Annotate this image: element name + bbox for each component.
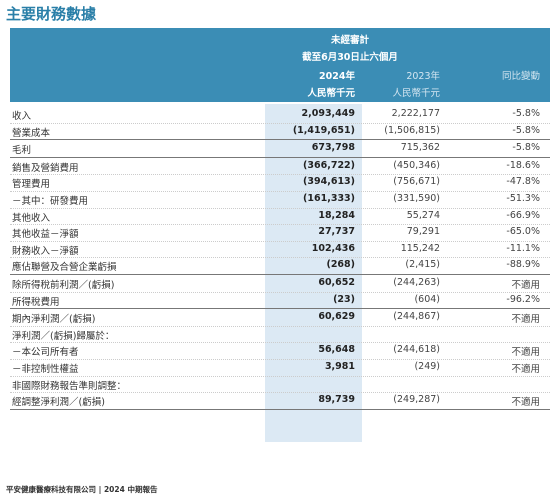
value-2023: (249,287) bbox=[393, 394, 440, 406]
row-divider bbox=[10, 191, 550, 192]
value-2023: 79,291 bbox=[406, 226, 440, 238]
row-divider bbox=[10, 224, 550, 226]
value-2024: 102,436 bbox=[311, 242, 355, 254]
row-label: 毛利 bbox=[12, 145, 32, 157]
value-2024: 60,629 bbox=[318, 311, 355, 323]
header-period: 截至6月30日止六個月 bbox=[302, 52, 398, 63]
value-2024: 18,284 bbox=[318, 209, 355, 221]
row-label: 其他收入 bbox=[12, 212, 51, 224]
value-change: -5.8% bbox=[512, 142, 540, 154]
value-change: -5.8% bbox=[512, 124, 540, 136]
row-label: 管理費用 bbox=[12, 179, 51, 191]
value-2024: 2,093,449 bbox=[301, 108, 356, 119]
value-change: -51.3% bbox=[506, 193, 540, 204]
value-change: 不適用 bbox=[511, 280, 540, 291]
title: 主要財務數據 bbox=[6, 5, 97, 23]
section-divider bbox=[10, 139, 550, 141]
value-2024: (161,333) bbox=[303, 193, 355, 204]
value-change: -88.9% bbox=[506, 259, 540, 271]
row-label: 應佔聯營及合營企業虧損 bbox=[12, 262, 117, 274]
row-label: －非控制性權益 bbox=[12, 364, 79, 375]
row-divider bbox=[10, 291, 550, 293]
row-divider bbox=[10, 257, 550, 259]
header-2024: 2024年 bbox=[319, 71, 355, 82]
row-label: 銷售及營銷費用 bbox=[12, 162, 79, 174]
value-2024: 89,739 bbox=[318, 394, 355, 406]
value-2023: (249) bbox=[414, 361, 440, 372]
header-change: 同比變動 bbox=[501, 71, 540, 82]
header-band bbox=[10, 28, 550, 102]
value-2024: (366,722) bbox=[303, 159, 355, 171]
row-label: －本公司所有者 bbox=[12, 347, 79, 359]
row-divider bbox=[10, 375, 550, 377]
col-2024-band bbox=[265, 104, 362, 442]
row-label: －其中：研發費用 bbox=[12, 196, 89, 207]
value-2023: (244,263) bbox=[393, 277, 440, 288]
value-2023: (244,618) bbox=[393, 344, 440, 356]
value-change: -5.8% bbox=[512, 108, 540, 119]
row-label: 除所得稅前利潤／(虧損) bbox=[12, 280, 115, 291]
value-2023: (756,671) bbox=[393, 176, 440, 188]
row-label: 淨利潤／(虧損)歸屬於： bbox=[12, 330, 115, 342]
unit-2024: 人民幣千元 bbox=[307, 88, 355, 99]
value-2024: (268) bbox=[326, 259, 355, 271]
value-2024: (394,613) bbox=[303, 176, 355, 188]
row-label: 非國際財務報告準則調整： bbox=[12, 380, 127, 392]
value-2024: 3,981 bbox=[324, 361, 355, 372]
value-change: 不適用 bbox=[511, 347, 540, 359]
unit-2023: 人民幣千元 bbox=[392, 88, 440, 99]
value-change: 不適用 bbox=[511, 314, 540, 326]
section-divider bbox=[10, 156, 550, 158]
row-label: 其他收益－淨額 bbox=[12, 229, 79, 241]
row-label: 所得稅費用 bbox=[12, 296, 60, 308]
value-2023: 715,362 bbox=[400, 142, 440, 154]
value-2024: 673,798 bbox=[311, 142, 355, 154]
value-2024: 60,652 bbox=[318, 277, 355, 288]
header-audit: 未經審計 bbox=[330, 35, 369, 46]
row-divider bbox=[10, 325, 550, 327]
value-2023: (244,867) bbox=[393, 311, 440, 323]
row-divider bbox=[10, 342, 550, 344]
row-divider bbox=[10, 207, 550, 209]
row-label: 營業成本 bbox=[12, 127, 51, 139]
header-2023: 2023年 bbox=[406, 71, 440, 82]
value-2023: (331,590) bbox=[393, 193, 440, 204]
value-2023: 2,222,177 bbox=[391, 108, 440, 119]
value-2023: (1,506,815) bbox=[384, 124, 440, 136]
value-change: 不適用 bbox=[511, 397, 540, 409]
row-divider bbox=[10, 240, 550, 242]
row-divider bbox=[10, 359, 550, 360]
value-change: -66.9% bbox=[506, 209, 540, 221]
value-2023: (604) bbox=[414, 293, 440, 305]
value-2023: (450,346) bbox=[393, 159, 440, 171]
section-divider bbox=[10, 274, 550, 275]
value-2024: 27,737 bbox=[318, 226, 355, 238]
section-divider bbox=[10, 408, 550, 410]
value-change: -65.0% bbox=[506, 226, 540, 238]
value-2023: 55,274 bbox=[406, 209, 440, 221]
value-2024: (23) bbox=[333, 293, 355, 305]
row-divider bbox=[10, 122, 550, 124]
row-label: 經調整淨利潤／(虧損) bbox=[12, 397, 105, 409]
value-change: 不適用 bbox=[511, 364, 540, 375]
value-change: -18.6% bbox=[506, 159, 540, 171]
value-2023: (2,415) bbox=[405, 259, 440, 271]
value-2024: (1,419,651) bbox=[292, 124, 355, 136]
value-change: -96.2% bbox=[506, 293, 540, 305]
row-divider bbox=[10, 174, 550, 176]
row-label: 期內淨利潤／(虧損) bbox=[12, 314, 96, 326]
value-2023: 115,242 bbox=[400, 242, 440, 254]
footer: 平安健康醫療科技有限公司 | 2024 中期報告 bbox=[6, 485, 158, 494]
value-2024: 56,648 bbox=[318, 344, 355, 356]
row-label: 財務收入－淨額 bbox=[12, 245, 79, 257]
value-change: -11.1% bbox=[506, 242, 540, 254]
row-divider bbox=[10, 392, 550, 394]
section-divider bbox=[10, 308, 550, 310]
row-label: 收入 bbox=[12, 111, 32, 122]
value-change: -47.8% bbox=[506, 176, 540, 188]
